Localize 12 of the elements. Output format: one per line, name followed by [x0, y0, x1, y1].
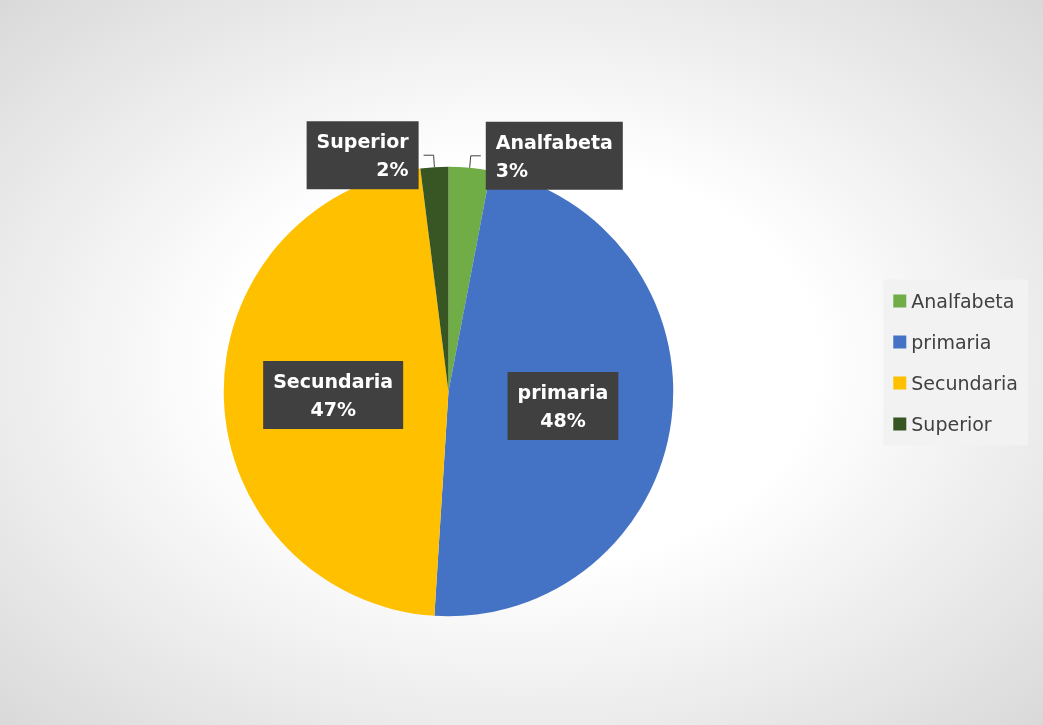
- data-label: 3%: [495, 158, 529, 181]
- legend-label: Superior: [911, 413, 992, 435]
- slice-label: Secundaria: [273, 370, 394, 393]
- data-label: 2%: [376, 158, 409, 181]
- slice-label: primaria: [517, 380, 609, 403]
- data-label: 47%: [310, 398, 356, 421]
- slice-label: Superior: [316, 130, 410, 153]
- legend-label: Secundaria: [911, 372, 1018, 394]
- data-label: 48%: [540, 408, 586, 431]
- slice-label: Analfabeta: [495, 130, 613, 153]
- legend-label: Analfabeta: [911, 290, 1015, 312]
- legend-label: primaria: [911, 331, 992, 353]
